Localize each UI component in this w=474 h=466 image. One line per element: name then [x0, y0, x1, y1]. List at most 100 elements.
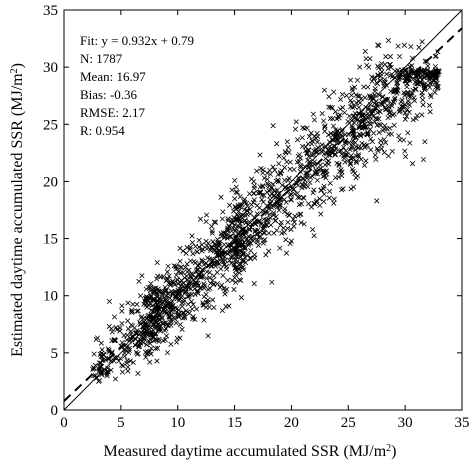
data-point-x-marker — [225, 227, 231, 233]
data-point-x-marker — [150, 296, 156, 303]
data-point-x-marker — [326, 94, 332, 100]
data-point-x-marker — [211, 248, 218, 254]
data-point-x-marker — [150, 316, 156, 322]
data-point-x-marker — [189, 306, 195, 312]
data-point-x-marker — [421, 82, 427, 88]
data-point-x-marker — [377, 77, 383, 84]
data-point-x-marker — [144, 351, 150, 357]
data-point-x-marker — [379, 146, 385, 152]
data-point-x-marker — [144, 327, 150, 334]
data-point-x-marker — [241, 207, 248, 213]
data-point-x-marker — [254, 231, 260, 237]
data-point-x-marker — [144, 342, 150, 348]
data-point-x-marker — [156, 326, 162, 332]
data-point-x-marker — [414, 81, 420, 87]
data-point-x-marker — [402, 72, 408, 78]
data-point-x-marker — [168, 306, 174, 312]
data-point-x-marker — [260, 226, 266, 232]
data-point-x-marker — [379, 94, 385, 100]
data-point-x-marker — [222, 257, 228, 263]
data-point-x-marker — [410, 117, 416, 123]
data-point-x-marker — [122, 347, 129, 353]
data-point-x-marker — [232, 177, 238, 184]
data-point-x-marker — [418, 68, 424, 74]
data-point-x-marker — [307, 158, 313, 165]
data-point-x-marker — [338, 148, 344, 154]
statistics-line: N: 1787 — [80, 51, 123, 66]
data-point-x-marker — [237, 237, 243, 243]
data-point-x-marker — [90, 366, 96, 372]
data-point-x-marker — [432, 89, 438, 96]
data-point-x-marker — [98, 368, 104, 374]
data-point-x-marker — [389, 103, 395, 109]
data-point-x-marker — [341, 110, 348, 116]
data-point-x-marker — [352, 104, 358, 110]
data-point-x-marker — [422, 58, 428, 64]
data-point-x-marker — [168, 308, 174, 314]
data-point-x-marker — [347, 161, 354, 167]
data-point-x-marker — [178, 270, 184, 276]
data-point-x-marker — [264, 176, 270, 182]
data-point-x-marker — [322, 123, 328, 129]
data-point-x-marker — [145, 324, 151, 331]
data-point-x-marker — [388, 64, 394, 70]
data-point-x-marker — [370, 113, 376, 119]
data-point-x-marker — [129, 307, 135, 313]
data-point-x-marker — [304, 151, 310, 157]
data-point-x-marker — [149, 330, 156, 336]
data-point-x-marker — [321, 168, 327, 174]
data-point-x-marker — [111, 358, 117, 364]
data-point-x-marker — [105, 346, 111, 352]
data-point-x-marker — [134, 301, 140, 307]
data-point-x-marker — [349, 145, 355, 152]
data-point-x-marker — [217, 284, 223, 290]
data-point-x-marker — [275, 177, 281, 183]
data-point-x-marker — [233, 189, 239, 195]
data-point-x-marker — [419, 90, 425, 96]
data-point-x-marker — [194, 288, 201, 294]
data-point-x-marker — [235, 213, 241, 219]
data-point-x-marker — [346, 157, 352, 163]
data-point-x-marker — [373, 115, 379, 121]
data-point-x-marker — [310, 111, 316, 117]
data-point-x-marker — [348, 104, 354, 110]
data-point-x-marker — [319, 110, 325, 117]
data-point-x-marker — [342, 159, 348, 165]
data-point-x-marker — [155, 273, 161, 279]
data-point-x-marker — [428, 94, 434, 100]
data-point-x-marker — [231, 208, 237, 214]
data-point-x-marker — [137, 321, 143, 327]
data-point-x-marker — [353, 158, 359, 164]
data-point-x-marker — [198, 285, 204, 291]
data-point-x-marker — [356, 104, 362, 110]
data-point-x-marker — [260, 199, 266, 205]
data-point-x-marker — [174, 335, 180, 342]
data-point-x-marker — [226, 257, 233, 264]
data-point-x-marker — [172, 289, 178, 296]
data-point-x-marker — [261, 192, 267, 198]
data-point-x-marker — [192, 291, 198, 298]
data-point-x-marker — [420, 156, 427, 163]
data-point-x-marker — [116, 358, 122, 364]
data-point-x-marker — [321, 173, 327, 179]
data-point-x-marker — [167, 314, 173, 320]
data-point-x-marker — [248, 224, 254, 230]
data-point-x-marker — [218, 194, 224, 200]
data-point-x-marker — [357, 93, 363, 99]
data-point-x-marker — [395, 43, 401, 49]
data-point-x-marker — [219, 282, 225, 288]
data-point-x-marker — [194, 249, 200, 255]
data-point-x-marker — [409, 63, 415, 69]
data-point-x-marker — [306, 133, 313, 140]
data-point-x-marker — [405, 130, 411, 136]
data-point-x-marker — [260, 240, 266, 246]
data-point-x-marker — [299, 135, 305, 141]
data-point-x-marker — [241, 198, 247, 204]
data-point-x-marker — [170, 280, 176, 287]
data-point-x-marker — [220, 272, 226, 279]
data-point-x-marker — [189, 233, 195, 239]
data-point-x-marker — [314, 198, 320, 204]
data-point-x-marker — [182, 265, 189, 271]
data-point-x-marker — [211, 304, 217, 311]
data-point-x-marker — [124, 332, 130, 338]
